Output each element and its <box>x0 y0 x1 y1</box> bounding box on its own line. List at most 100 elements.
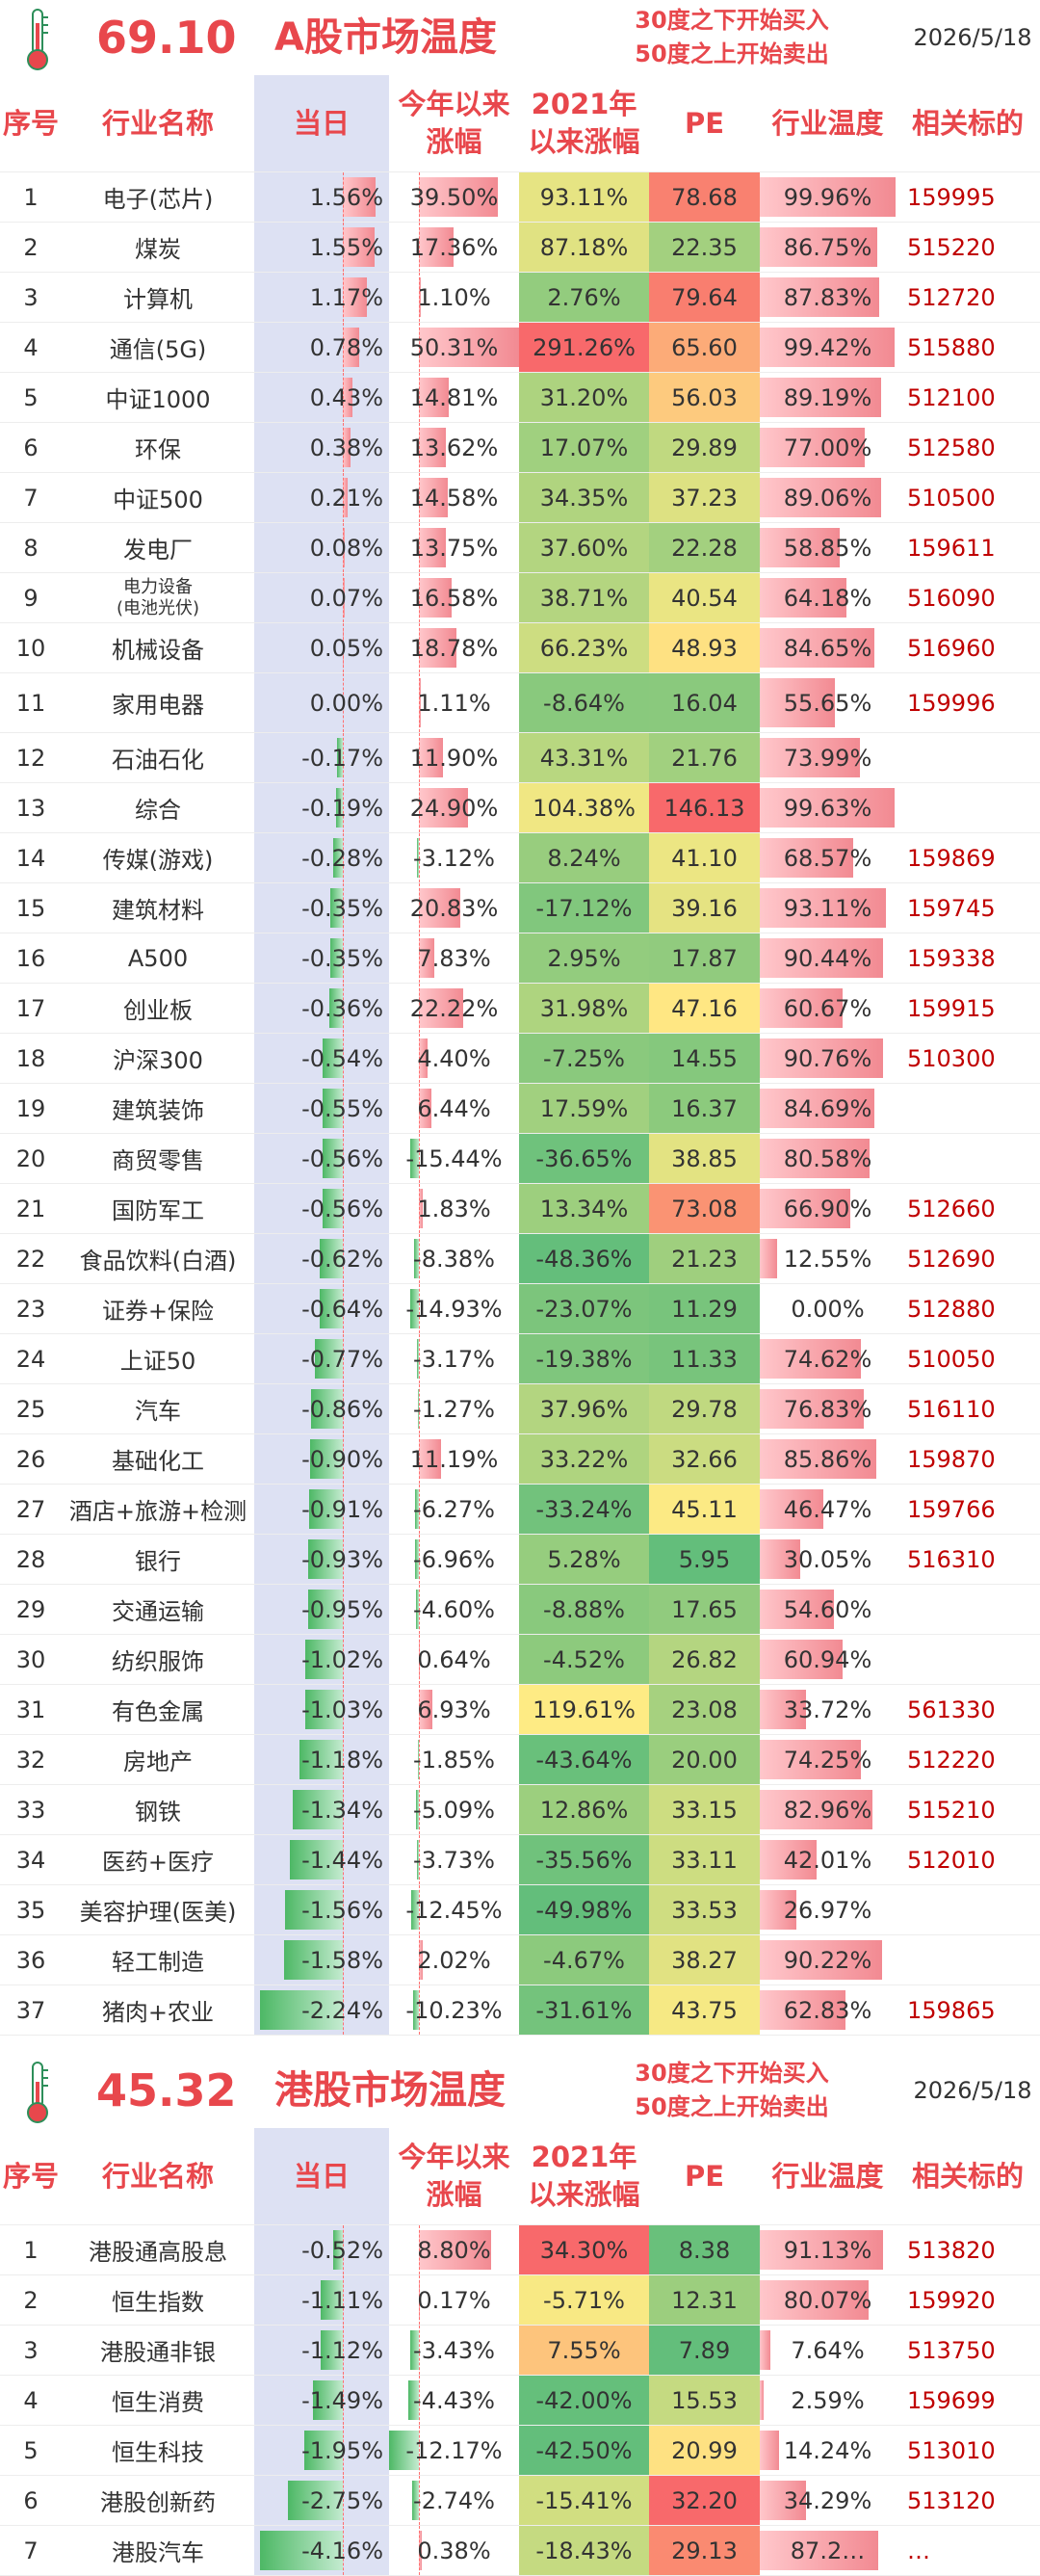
row-no: 9 <box>23 584 39 612</box>
ytd-value: -6.96% <box>413 1545 495 1573</box>
industry-temp-bar <box>760 2230 884 2270</box>
industry-temp-bar <box>760 578 847 618</box>
code-cell: 513750 <box>896 2325 1040 2376</box>
pe-value: 48.93 <box>671 634 738 662</box>
row-name: 国防军工 <box>112 1197 204 1224</box>
code-cell: 159611 <box>896 522 1040 573</box>
day-value: 0.08% <box>309 534 383 562</box>
row-name-cell: 银行 <box>62 1534 254 1585</box>
row-no: 1 <box>23 2236 39 2264</box>
ytd-value: -14.93% <box>405 1295 503 1323</box>
ytd-zero-axis <box>419 833 421 882</box>
ytd-zero-axis <box>419 373 421 422</box>
industry-temp-value: 26.97% <box>783 1896 872 1924</box>
since2021-value: -4.52% <box>543 1645 625 1673</box>
since2021-cell: 37.96% <box>519 1383 649 1434</box>
row-name: 建筑装饰 <box>112 1097 204 1124</box>
ytd-cell: -10.23% <box>389 1985 519 2036</box>
table-row: 18 沪深300 -0.54% 4.40% -7.25% 14.55 90.76% 51030… <box>0 1033 1040 1084</box>
row-name-cell: 纺织服饰 <box>62 1634 254 1685</box>
ytd-zero-axis <box>419 1234 421 1283</box>
industry-temp-bar <box>760 1990 845 2030</box>
industry-temp-cell: 60.94% <box>760 1634 896 1685</box>
code-cell: 159869 <box>896 832 1040 883</box>
header-ytd: 今年以来涨幅 <box>389 75 519 172</box>
day-cell: -0.62% <box>254 1233 389 1284</box>
ytd-cell: -14.93% <box>389 1283 519 1334</box>
day-value: -2.24% <box>301 1996 383 2024</box>
pe-cell: 78.68 <box>649 171 760 223</box>
row-name-cell: 港股通非银 <box>62 2325 254 2376</box>
day-bar <box>343 277 368 317</box>
table-row: 17 创业板 -0.36% 22.22% 31.98% 47.16 60.67% 159915 <box>0 983 1040 1034</box>
ytd-cell: 14.58% <box>389 472 519 523</box>
day-cell: -1.03% <box>254 1684 389 1735</box>
table-row: 13 综合 -0.19% 24.90% 104.38% 146.13 99.63% <box>0 782 1040 833</box>
table-row: 3 计算机 1.17% 1.10% 2.76% 79.64 87.83% 512720 <box>0 272 1040 323</box>
since2021-value: -19.38% <box>535 1345 633 1373</box>
ytd-value: -10.23% <box>405 1996 503 2024</box>
table-row: 6 港股创新药 -2.75% -2.74% -15.41% 32.20 34.29% 5131… <box>0 2475 1040 2526</box>
industry-temp-value: 0.00% <box>791 1295 865 1323</box>
day-bar <box>307 1590 344 1629</box>
pe-value: 47.16 <box>671 994 738 1022</box>
ytd-cell: -4.43% <box>389 2375 519 2426</box>
code-cell: 516310 <box>896 1534 1040 1585</box>
row-name: 煤炭 <box>135 236 181 263</box>
row-no-cell: 2 <box>0 2274 62 2326</box>
table-row: 25 汽车 -0.86% -1.27% 37.96% 29.78 76.83% 516110 <box>0 1383 1040 1434</box>
row-name: 纺织服饰 <box>112 1648 204 1675</box>
row-name-cell: 交通运输 <box>62 1584 254 1635</box>
pe-value: 11.29 <box>671 1295 738 1323</box>
industry-temp-value: 86.75% <box>783 233 872 261</box>
since2021-cell: 13.34% <box>519 1183 649 1234</box>
row-code: 510050 <box>907 1345 996 1373</box>
table-row: 12 石油石化 -0.17% 11.90% 43.31% 21.76 73.99% <box>0 732 1040 783</box>
pe-cell: 29.89 <box>649 422 760 473</box>
ytd-bar <box>419 888 461 928</box>
row-name-cell: 计算机 <box>62 272 254 323</box>
day-zero-axis <box>343 933 345 983</box>
row-no: 36 <box>15 1946 46 1974</box>
industry-temp-bar <box>760 628 875 668</box>
row-no-cell: 1 <box>0 2224 62 2275</box>
day-bar <box>304 1640 344 1679</box>
day-bar <box>321 2330 344 2370</box>
table-row: 1 电子(芯片) 1.56% 39.50% 93.11% 78.68 99.96% 15999… <box>0 171 1040 223</box>
industry-temp-value: 54.60% <box>783 1595 872 1623</box>
row-no-cell: 11 <box>0 672 62 733</box>
row-name: 港股通高股息 <box>89 2239 227 2266</box>
since2021-cell: 31.20% <box>519 372 649 423</box>
ytd-value: 18.78% <box>409 634 499 662</box>
row-name: 房地产 <box>123 1748 193 1775</box>
row-no-cell: 10 <box>0 622 62 673</box>
pe-value: 22.28 <box>671 534 738 562</box>
row-code: 510300 <box>907 1044 996 1072</box>
row-no-cell: 5 <box>0 2425 62 2476</box>
pe-value: 39.16 <box>671 894 738 922</box>
day-cell: -2.24% <box>254 1985 389 2036</box>
ytd-value: -1.27% <box>413 1395 495 1423</box>
industry-temp-bar <box>760 2380 764 2420</box>
industry-temp-cell: 86.75% <box>760 222 896 273</box>
row-no: 2 <box>23 233 39 261</box>
ytd-cell: 22.22% <box>389 983 519 1034</box>
industry-temp-bar <box>760 378 881 417</box>
row-no-cell: 33 <box>0 1784 62 1835</box>
row-no: 21 <box>15 1195 46 1222</box>
code-cell: 510500 <box>896 472 1040 523</box>
row-no-cell: 9 <box>0 572 62 623</box>
industry-temp-value: 84.69% <box>783 1094 872 1122</box>
industry-temp-cell: 89.19% <box>760 372 896 423</box>
ytd-value: 4.40% <box>417 1044 491 1072</box>
row-code: 515210 <box>907 1796 996 1824</box>
pe-value: 79.64 <box>671 283 738 311</box>
ytd-zero-axis <box>419 1034 421 1083</box>
industry-temp-cell: 90.76% <box>760 1033 896 1084</box>
industry-temp-cell: 73.99% <box>760 732 896 783</box>
ytd-cell: 6.93% <box>389 1684 519 1735</box>
since2021-value: 93.11% <box>539 183 629 211</box>
pe-cell: 79.64 <box>649 272 760 323</box>
industry-temp-cell: 99.42% <box>760 322 896 373</box>
row-name-cell: 电力设备 (电池光伏) <box>62 572 254 623</box>
